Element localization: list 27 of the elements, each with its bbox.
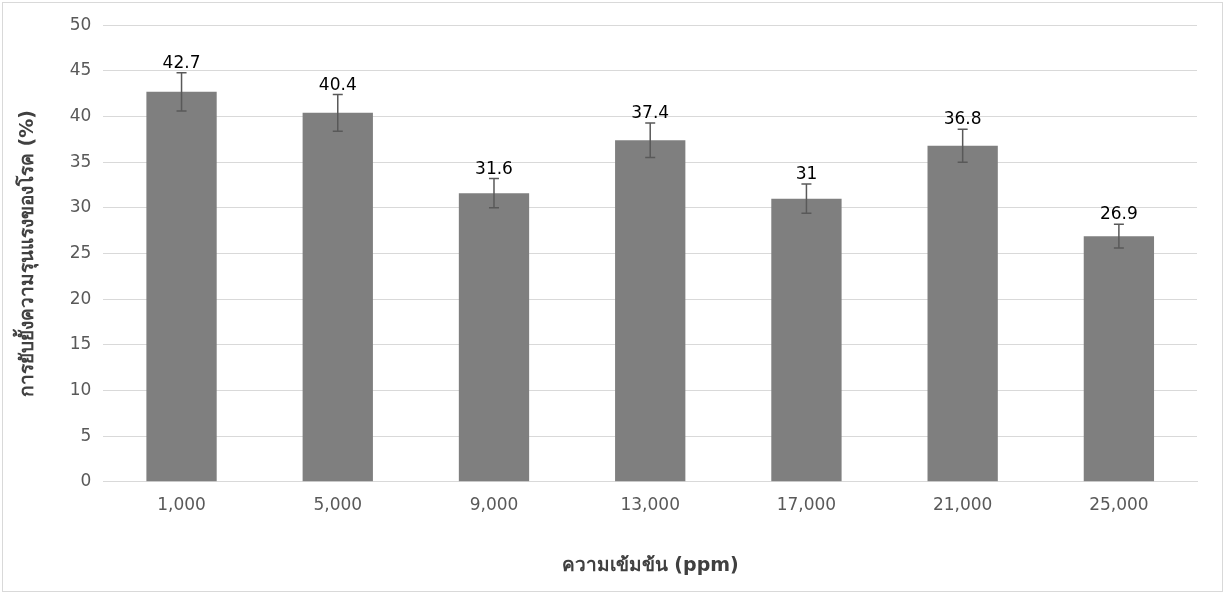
x-axis-title: ความเข้มข้น (ppm)	[561, 552, 739, 575]
x-tick-label: 9,000	[469, 494, 519, 515]
data-label: 31	[795, 163, 818, 184]
x-tick-label: 13,000	[620, 494, 680, 515]
data-label: 40.4	[318, 73, 357, 94]
y-tick-label: 5	[80, 424, 92, 445]
x-tick-label: 25,000	[1089, 494, 1149, 515]
data-label: 36.8	[943, 108, 982, 129]
y-axis-title: การยับยั้งความรุนแรงของโรค (%)	[12, 109, 40, 398]
y-tick-label: 25	[69, 241, 92, 262]
data-label: 31.6	[475, 157, 513, 178]
y-tick-label: 30	[69, 196, 92, 217]
x-tick-label: 5,000	[313, 494, 363, 515]
y-tick-label: 50	[69, 13, 92, 34]
x-tick-label: 17,000	[776, 494, 837, 515]
x-tick-label: 1,000	[157, 494, 206, 515]
data-label: 42.7	[162, 51, 201, 72]
y-tick-label: 0	[80, 470, 92, 491]
data-label: 26.9	[1099, 203, 1138, 224]
y-tick-label: 35	[69, 150, 92, 171]
x-tick-label: 21,000	[932, 494, 993, 515]
y-tick-label: 40	[69, 104, 92, 125]
y-tick-label: 20	[69, 287, 92, 308]
data-label: 37.4	[631, 101, 670, 122]
y-tick-label: 15	[69, 333, 92, 354]
y-tick-label: 10	[69, 378, 92, 399]
y-tick-label: 45	[69, 59, 92, 80]
